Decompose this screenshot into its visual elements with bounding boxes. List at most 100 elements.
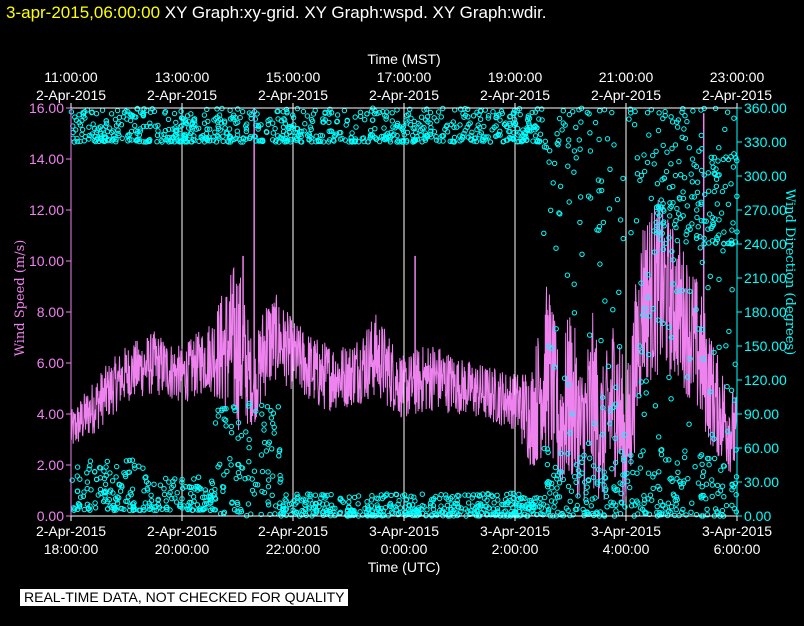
wind-direction-point — [641, 168, 648, 175]
wind-direction-point — [339, 135, 345, 142]
wind-direction-point — [102, 497, 108, 503]
wind-direction-point — [387, 502, 393, 508]
top-tick-time: 19:00:00 — [488, 69, 543, 85]
wind-direction-point — [300, 496, 306, 502]
wind-direction-point — [224, 138, 231, 144]
wind-direction-point — [423, 512, 430, 519]
wind-direction-point — [267, 116, 273, 123]
wind-direction-point — [231, 507, 238, 513]
wind-direction-point — [701, 172, 707, 178]
bottom-tick-time: 2:00:00 — [492, 541, 539, 557]
wind-direction-point — [438, 503, 444, 509]
wind-direction-point — [461, 130, 467, 137]
wind-direction-point — [689, 179, 695, 185]
wind-direction-point — [571, 310, 578, 316]
wind-direction-point — [140, 123, 147, 130]
wind-direction-point — [417, 127, 424, 134]
wind-direction-point — [114, 500, 121, 506]
wind-direction-point — [666, 235, 672, 241]
wind-direction-point — [173, 134, 179, 140]
wind-direction-point — [723, 502, 730, 509]
wind-direction-point — [175, 138, 181, 144]
wind-direction-point — [709, 214, 715, 221]
wind-direction-point — [616, 289, 622, 295]
wind-direction-point — [515, 132, 521, 138]
wind-direction-point — [674, 476, 680, 482]
wind-direction-point — [209, 506, 216, 512]
wind-direction-point — [433, 512, 439, 518]
wind-direction-point — [465, 106, 471, 113]
wind-direction-point — [548, 207, 554, 214]
wind-direction-point — [571, 148, 578, 154]
wind-direction-point — [307, 124, 314, 130]
wind-direction-point — [603, 493, 610, 500]
wind-direction-point — [713, 176, 720, 182]
wind-direction-point — [607, 166, 613, 173]
wind-direction-point — [476, 493, 482, 499]
wind-direction-point — [651, 161, 657, 167]
wind-direction-point — [456, 493, 462, 499]
wind-direction-point — [620, 235, 626, 242]
bottom-tick-time: 20:00:00 — [155, 541, 210, 557]
wind-direction-point — [169, 495, 175, 502]
wind-direction-point — [307, 491, 313, 497]
wind-direction-point — [188, 111, 194, 117]
wind-direction-point — [245, 501, 252, 507]
wind-direction-point — [142, 139, 149, 145]
wind-direction-point — [270, 420, 276, 427]
wind-direction-point — [216, 117, 222, 124]
wind-direction-point — [251, 468, 258, 474]
wind-direction-point — [557, 183, 564, 190]
wind-direction-point — [670, 257, 676, 263]
wind-direction-point — [689, 194, 695, 200]
wind-direction-point — [182, 136, 189, 142]
wind-direction-point — [657, 499, 664, 505]
wind-direction-point — [265, 484, 272, 490]
wind-direction-point — [658, 197, 664, 203]
wind-direction-point — [89, 131, 96, 137]
wind-direction-point — [725, 156, 732, 163]
wind-direction-point — [572, 474, 578, 480]
wind-direction-point — [424, 507, 430, 513]
wind-direction-point — [655, 317, 661, 323]
wind-direction-point — [212, 507, 219, 513]
wind-direction-point — [607, 420, 613, 427]
wind-direction-point — [353, 124, 359, 130]
wind-direction-point — [728, 387, 735, 393]
wind-direction-point — [628, 458, 634, 465]
wind-direction-point — [422, 137, 429, 143]
wind-direction-point — [699, 461, 705, 467]
wind-direction-point — [442, 126, 448, 133]
wind-direction-point — [548, 498, 555, 504]
wind-direction-point — [390, 124, 396, 130]
wind-direction-point — [628, 230, 634, 236]
wind-direction-point — [478, 503, 484, 509]
wind-direction-point — [187, 504, 193, 510]
wind-direction-point — [670, 200, 676, 206]
wind-direction-point — [551, 504, 557, 510]
wind-direction-point — [681, 126, 687, 132]
wind-direction-point — [99, 107, 106, 113]
wind-direction-point — [81, 506, 88, 513]
wind-direction-point — [716, 276, 722, 283]
wind-direction-point — [116, 132, 122, 139]
wind-direction-point — [590, 463, 597, 469]
wind-direction-point — [341, 107, 348, 114]
wind-direction-point — [454, 498, 460, 504]
wind-direction-point — [77, 494, 84, 500]
wind-direction-point — [113, 123, 120, 129]
wind-direction-point — [530, 501, 537, 508]
wind-direction-point — [184, 139, 190, 145]
wind-direction-point — [722, 183, 728, 190]
wind-direction-point — [103, 464, 109, 470]
left-tick-label: 4.00 — [37, 406, 64, 422]
wind-direction-point — [111, 136, 117, 142]
wind-direction-point — [359, 135, 365, 142]
wind-direction-point — [207, 126, 213, 132]
wind-direction-point — [220, 488, 226, 494]
wind-direction-point — [438, 492, 444, 498]
left-axis-title: Wind Speed (m/s) — [13, 240, 28, 357]
wind-direction-point — [487, 139, 494, 145]
wind-direction-point — [237, 114, 243, 121]
wind-direction-point — [372, 126, 378, 132]
